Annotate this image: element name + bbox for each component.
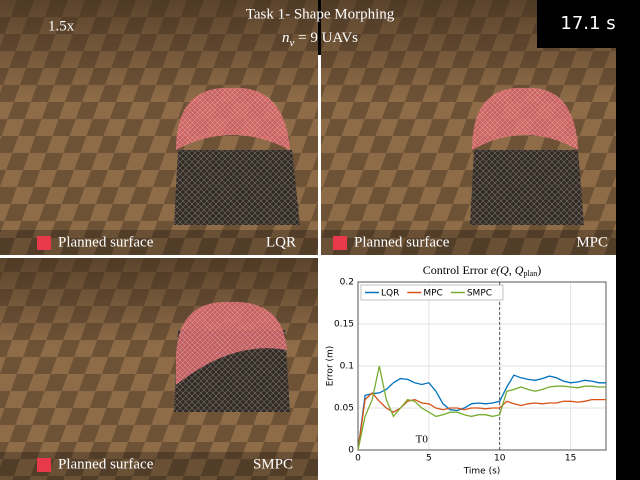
legend-label: Planned surface (58, 456, 154, 472)
plot-frame (357, 281, 607, 451)
speed: 1.5x (48, 18, 75, 34)
chart-title-sub: plan (523, 269, 537, 278)
chart: 0 0.05 0.1 0.15 0.2 0 5 10 15 Time (s) Error (m) T0… (326, 278, 607, 477)
y-tick-label: 0.05 (334, 404, 354, 414)
method-label: LQR (266, 234, 296, 250)
x-tick-label: 0 (355, 454, 361, 464)
method-label: MPC (576, 234, 608, 250)
sim-panel (0, 258, 318, 480)
y-tick-label: 0.1 (340, 362, 354, 372)
chart-title-end: ) (537, 263, 541, 277)
subtitle-sub: v (289, 37, 294, 49)
x-tick-label: 15 (565, 454, 576, 464)
x-tick-label: 10 (494, 454, 506, 464)
series-line (357, 374, 606, 451)
legend-box (360, 284, 504, 301)
chart-title-text: Control Error (423, 263, 491, 277)
chart-title-math: e(Q, Q (491, 263, 524, 277)
y-tick-label: 0.15 (334, 320, 354, 330)
timer: 17.1 s (560, 13, 615, 34)
edge (616, 0, 640, 480)
y-axis-label: Error (m) (326, 346, 336, 387)
legend-label: LQR (381, 289, 399, 299)
sim-panel (0, 0, 318, 255)
x-tick-label: 5 (426, 454, 432, 464)
legend-label: Planned surface (58, 234, 154, 250)
title: Task 1- Shape Morphing (246, 6, 395, 22)
x-axis-label: Time (s) (463, 467, 501, 477)
annotation: T0 (416, 433, 429, 445)
subtitle: nv = 9 UAVs (282, 30, 358, 48)
series-line (357, 365, 606, 451)
chart-title: Control Error e(Q, Qplan) (423, 263, 541, 278)
subtitle-var: n (282, 30, 290, 46)
legend-label: MPC (423, 289, 442, 299)
method-label: SMPC (253, 456, 293, 472)
subtitle-rest: = 9 UAVs (294, 30, 358, 46)
legend-label: Planned surface (354, 234, 450, 250)
legend-label: SMPC (467, 289, 492, 299)
y-tick-label: 0 (348, 446, 354, 456)
y-tick-label: 0.2 (340, 278, 354, 288)
